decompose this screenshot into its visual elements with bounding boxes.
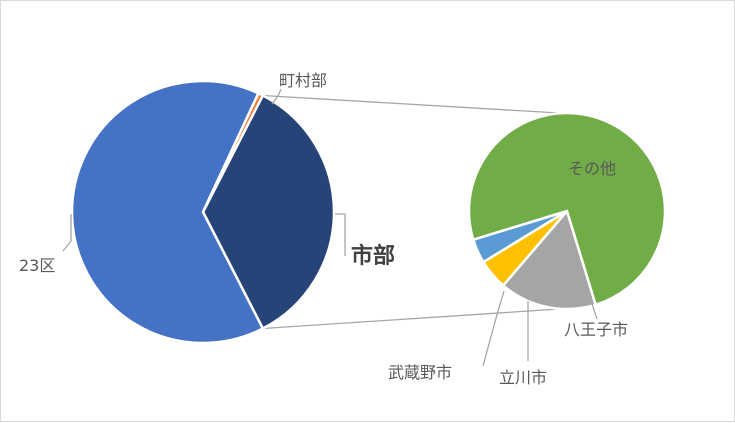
secondary-pie-slice-0 — [467, 111, 667, 307]
label-machimura: 町村部 — [279, 71, 327, 90]
primary-pie-slice-1 — [201, 91, 265, 213]
label-sonota: その他 — [568, 159, 616, 178]
secondary-pie-slice-1 — [501, 208, 598, 311]
label-23ku: 23区 — [19, 256, 55, 275]
leader-lines — [62, 88, 598, 367]
leader-line-machimura — [271, 88, 282, 105]
primary-pie-slice-0 — [70, 79, 265, 345]
primary-pie — [70, 79, 336, 345]
primary-pie-slice-2 — [201, 93, 336, 331]
label-hachioji: 八王子市 — [564, 320, 628, 339]
connector-line-0 — [262, 94, 560, 114]
leader-line-shibu — [335, 213, 346, 256]
leader-line-hachioji — [590, 300, 598, 320]
pie-connector-lines — [262, 94, 560, 330]
label-musashino: 武蔵野市 — [388, 363, 452, 382]
secondary-pie — [467, 111, 667, 311]
leader-line-23ku — [62, 214, 72, 252]
connector-line-1 — [262, 308, 560, 330]
leader-line-musashino — [482, 290, 505, 367]
label-tachikawa: 立川市 — [499, 368, 547, 387]
label-shibu: 市部 — [351, 243, 395, 269]
